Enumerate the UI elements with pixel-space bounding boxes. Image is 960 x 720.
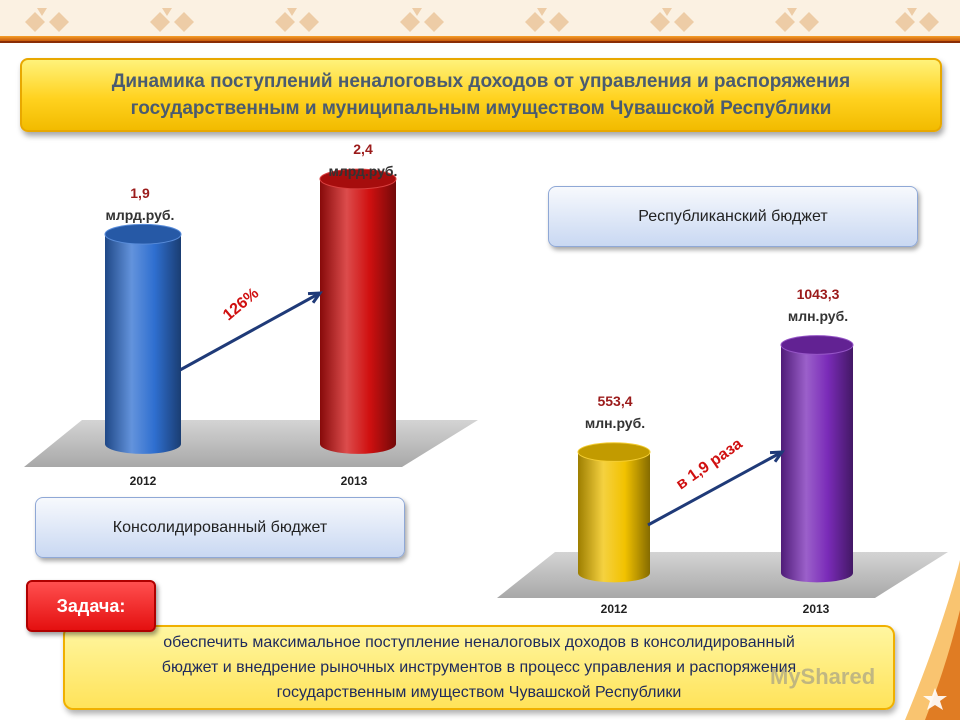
bar-republican-2012-top — [578, 443, 650, 462]
value-label-consolidated-2012: 1,9 млрд.руб. — [70, 182, 210, 226]
task-text: обеспечить максимальное поступление нена… — [162, 630, 796, 705]
bar-republican-2013 — [781, 345, 853, 582]
value-number: 1,9 — [70, 182, 210, 204]
bar-consolidated-2012-top — [105, 224, 181, 244]
value-unit: млрд.руб. — [293, 160, 433, 182]
growth-label-republican: в 1,9 раза — [673, 435, 745, 493]
value-unit: млн.руб. — [545, 412, 685, 434]
value-label-consolidated-2013: 2,4 млрд.руб. — [293, 138, 433, 182]
bar-consolidated-2012 — [105, 234, 181, 454]
value-number: 553,4 — [545, 390, 685, 412]
growth-label-consolidated: 126% — [220, 285, 262, 324]
republican-budget-label: Республиканский бюджет — [548, 186, 918, 247]
value-unit: млн.руб. — [748, 305, 888, 327]
tick-label-2012-consolidated: 2012 — [113, 474, 173, 488]
bar-consolidated-2013 — [320, 179, 396, 454]
value-number: 2,4 — [293, 138, 433, 160]
tick-label-2013-republican: 2013 — [786, 602, 846, 616]
bar-republican-2012 — [578, 452, 650, 582]
value-unit: млрд.руб. — [70, 204, 210, 226]
task-badge: Задача: — [26, 580, 156, 632]
watermark: MyShared — [770, 664, 875, 690]
value-label-republican-2012: 553,4 млн.руб. — [545, 390, 685, 434]
consolidated-budget-label: Консолидированный бюджет — [35, 497, 405, 558]
tick-label-2012-republican: 2012 — [584, 602, 644, 616]
tick-label-2013-consolidated: 2013 — [324, 474, 384, 488]
value-number: 1043,3 — [748, 283, 888, 305]
bar-republican-2013-top — [781, 336, 853, 355]
value-label-republican-2013: 1043,3 млн.руб. — [748, 283, 888, 327]
